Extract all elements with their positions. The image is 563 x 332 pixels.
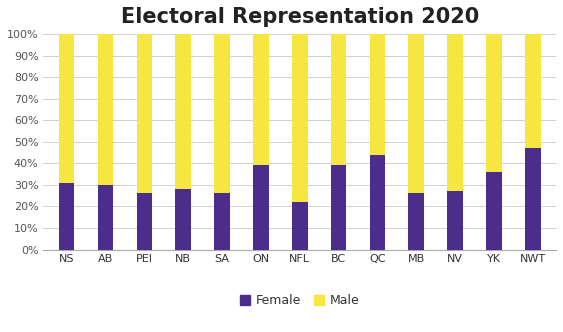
Bar [253, 34, 269, 165]
Bar [176, 34, 191, 189]
Bar [331, 165, 346, 250]
Bar [292, 34, 307, 202]
Bar [59, 34, 74, 183]
Bar [409, 194, 424, 250]
Bar [486, 172, 502, 250]
Bar [215, 34, 230, 194]
Bar [525, 34, 540, 148]
Bar [370, 155, 385, 250]
Bar [98, 34, 113, 185]
Bar [98, 185, 113, 250]
Bar [370, 34, 385, 155]
Bar [525, 148, 540, 250]
Bar [486, 34, 502, 172]
Bar [176, 189, 191, 250]
Title: Electoral Representation 2020: Electoral Representation 2020 [120, 7, 479, 27]
Bar [137, 34, 152, 194]
Legend: Female, Male: Female, Male [235, 289, 365, 312]
Bar [448, 34, 463, 191]
Bar [292, 202, 307, 250]
Bar [137, 194, 152, 250]
Bar [448, 191, 463, 250]
Bar [253, 165, 269, 250]
Bar [215, 194, 230, 250]
Bar [409, 34, 424, 194]
Bar [59, 183, 74, 250]
Bar [331, 34, 346, 165]
